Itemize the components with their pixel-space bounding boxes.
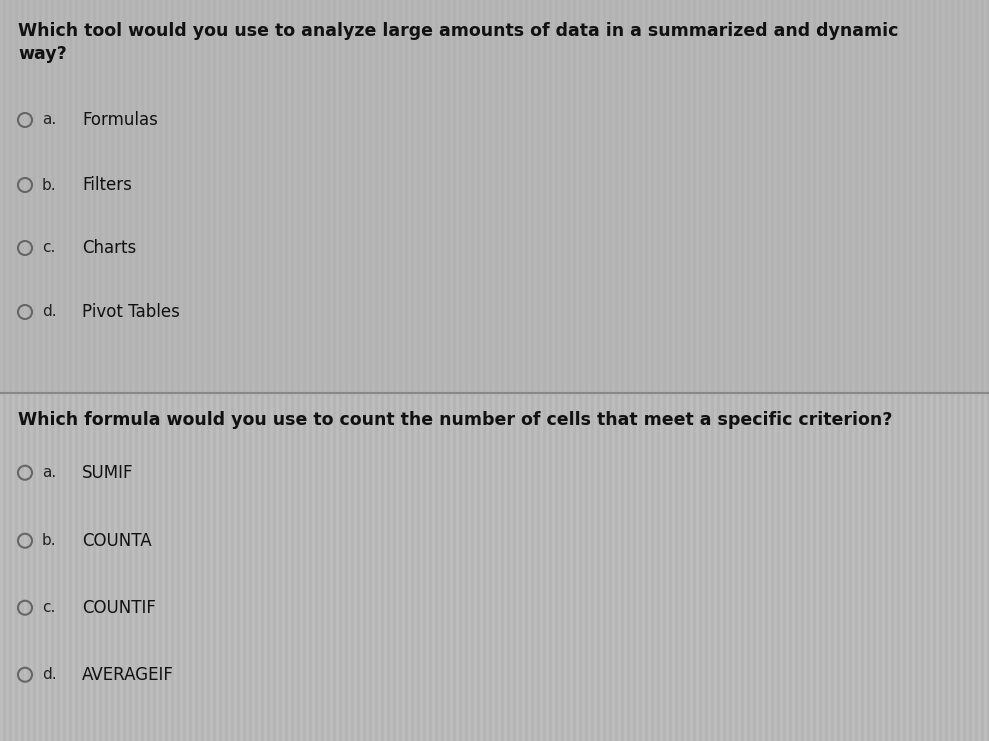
Bar [0,0,989,393]
Text: Which tool would you use to analyze large amounts of data in a summarized and dy: Which tool would you use to analyze larg… [18,22,898,63]
Text: AVERAGEIF: AVERAGEIF [82,665,174,684]
Text: b.: b. [42,534,56,548]
Text: c.: c. [42,241,55,256]
Text: d.: d. [42,667,56,682]
Text: Filters: Filters [82,176,132,194]
Text: a.: a. [42,113,56,127]
Text: Formulas: Formulas [82,111,158,129]
Text: SUMIF: SUMIF [82,464,134,482]
Text: COUNTIF: COUNTIF [82,599,156,617]
Text: Pivot Tables: Pivot Tables [82,303,180,321]
Text: d.: d. [42,305,56,319]
Text: b.: b. [42,178,56,193]
Text: COUNTA: COUNTA [82,532,151,550]
Text: a.: a. [42,465,56,480]
Text: Which formula would you use to count the number of cells that meet a specific cr: Which formula would you use to count the… [18,411,892,429]
Text: Charts: Charts [82,239,136,257]
Text: c.: c. [42,600,55,615]
